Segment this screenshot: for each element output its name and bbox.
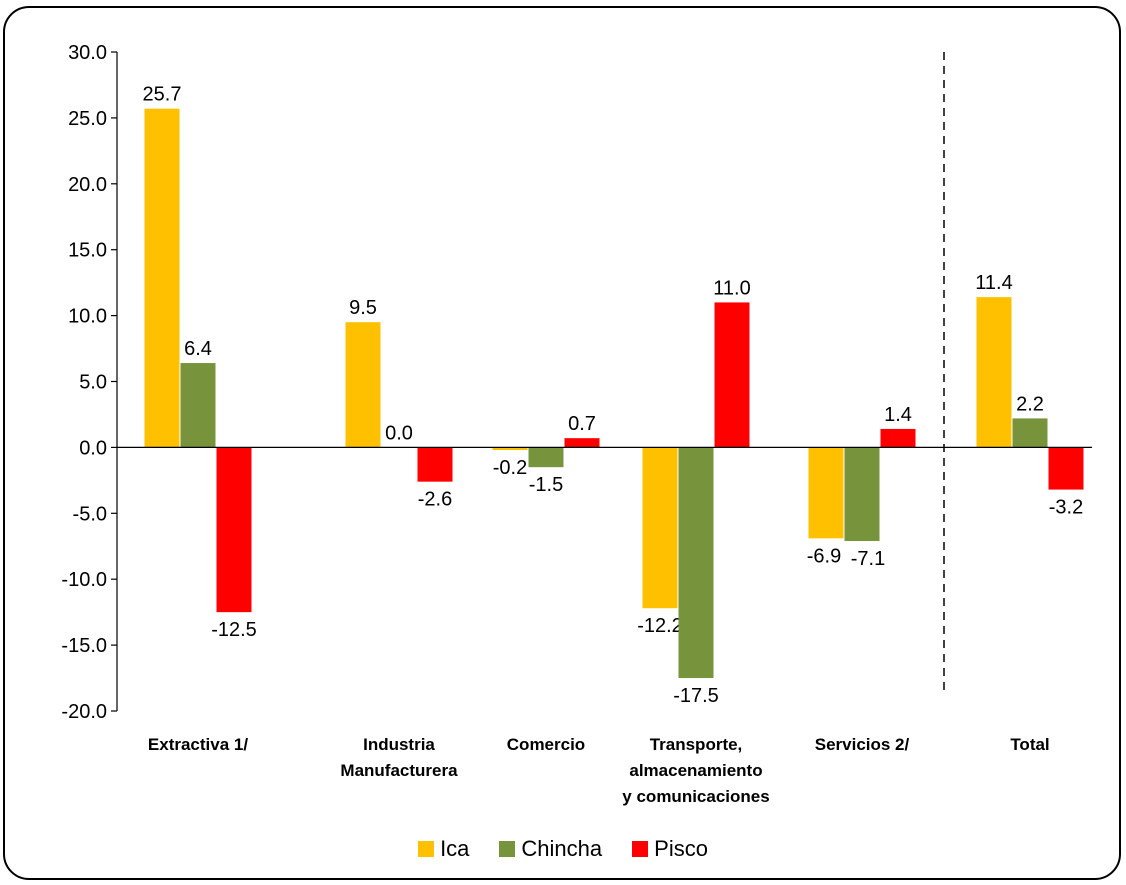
- category-label: Servicios 2/: [815, 735, 910, 754]
- data-label: 0.0: [385, 422, 413, 444]
- y-tick-label: 20.0: [68, 174, 107, 196]
- bar-pisco: [714, 302, 750, 448]
- bar-pisco: [216, 447, 252, 613]
- legend-swatch-pisco: [632, 841, 649, 857]
- legend: Ica Chincha Pisco: [0, 836, 1126, 862]
- bar-ica: [976, 297, 1012, 448]
- legend-swatch-ica: [418, 841, 435, 857]
- data-label: -2.6: [418, 489, 452, 511]
- y-tick-label: -10.0: [61, 569, 107, 591]
- legend-label-pisco: Pisco: [654, 836, 708, 861]
- y-tick-label: 10.0: [68, 306, 107, 328]
- data-label: 11.0: [713, 277, 750, 299]
- bar-pisco: [1048, 447, 1084, 490]
- category-label: almacenamiento: [629, 761, 762, 780]
- legend-label-chincha: Chincha: [521, 836, 603, 861]
- bar-pisco: [880, 428, 916, 448]
- bar-ica: [492, 447, 528, 451]
- legend-item-ica: Ica: [418, 836, 469, 862]
- bar-ica: [808, 447, 844, 539]
- data-label: 2.2: [1016, 393, 1044, 415]
- bar-ica: [144, 108, 180, 448]
- data-label: 9.5: [349, 297, 377, 319]
- bar-chincha: [1012, 418, 1048, 448]
- data-label: -3.2: [1049, 497, 1083, 519]
- data-label: -12.2: [637, 615, 683, 637]
- y-tick-label: -15.0: [61, 635, 107, 657]
- bar-ica: [345, 322, 381, 448]
- y-tick-label: 30.0: [68, 42, 107, 64]
- data-label: 0.7: [568, 413, 596, 435]
- category-label: y comunicaciones: [622, 787, 769, 806]
- y-tick-label: 0.0: [79, 437, 107, 459]
- category-label: Industria: [363, 735, 435, 754]
- bar-pisco: [564, 438, 600, 448]
- data-label: -7.1: [851, 548, 885, 570]
- y-tick-label: -20.0: [61, 701, 107, 723]
- y-tick-label: 25.0: [68, 108, 107, 130]
- chart-frame: [3, 6, 1121, 880]
- category-label: Total: [1010, 735, 1049, 754]
- category-label: Transporte,: [650, 735, 743, 754]
- legend-item-pisco: Pisco: [632, 836, 708, 862]
- bar-chincha: [844, 447, 880, 541]
- category-label: Manufacturera: [340, 761, 458, 780]
- data-label: 11.4: [975, 272, 1012, 294]
- legend-label-ica: Ica: [440, 836, 470, 861]
- category-label: Extractiva 1/: [148, 735, 248, 754]
- data-label: -12.5: [211, 619, 257, 641]
- data-label: 6.4: [184, 338, 212, 360]
- bar-chincha: [180, 363, 216, 448]
- bar-chincha: [678, 447, 714, 679]
- category-label: Comercio: [507, 735, 585, 754]
- bar-ica: [642, 447, 678, 609]
- legend-item-chincha: Chincha: [499, 836, 602, 862]
- data-label: -1.5: [529, 474, 563, 496]
- legend-swatch-chincha: [499, 841, 516, 857]
- bar-pisco: [417, 447, 453, 482]
- y-tick-label: 15.0: [68, 240, 107, 262]
- y-tick-label: 5.0: [79, 372, 107, 394]
- data-label: -0.2: [493, 457, 527, 479]
- bar-chincha: [528, 447, 564, 468]
- data-label: -6.9: [807, 545, 841, 567]
- y-tick-label: -5.0: [73, 503, 107, 525]
- data-label: 25.7: [143, 84, 182, 106]
- data-label: -17.5: [673, 685, 719, 707]
- data-label: 1.4: [884, 404, 912, 426]
